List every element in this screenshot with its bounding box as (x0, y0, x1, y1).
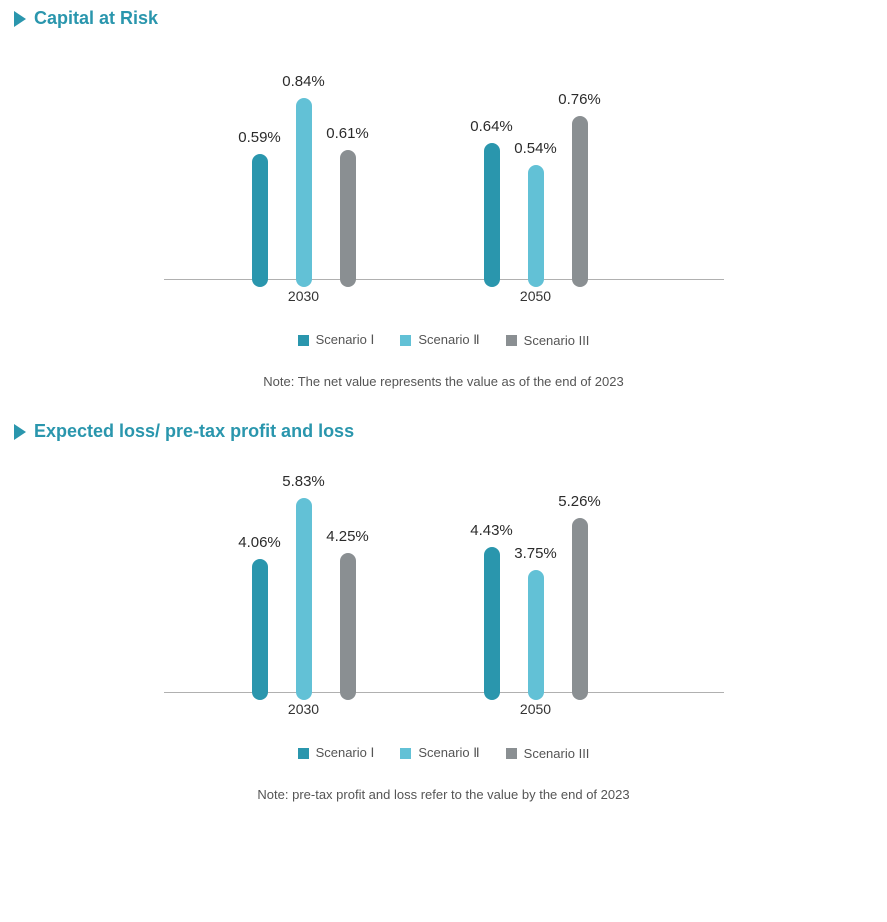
x-tick-label: 2050 (520, 701, 551, 717)
bar-group: 4.43%3.75%5.26% (484, 518, 588, 692)
bar: 4.06% (252, 559, 268, 700)
bar: 0.64% (484, 143, 500, 287)
legend-label: Scenario Ⅱ (418, 332, 479, 348)
legend-label: Scenario Ⅰ (316, 332, 375, 348)
x-axis-labels: 2030 2050 (164, 288, 724, 314)
bar: 0.54% (528, 165, 544, 287)
section-title: Capital at Risk (34, 8, 158, 29)
bar: 5.26% (572, 518, 588, 700)
bar-value-label: 0.64% (470, 118, 513, 135)
bar: 0.59% (252, 154, 268, 287)
section-title: Expected loss/ pre-tax profit and loss (34, 421, 354, 442)
bar-group: 4.06%5.83%4.25% (252, 498, 356, 692)
bar-value-label: 5.26% (558, 493, 601, 510)
bar-value-label: 0.76% (558, 91, 601, 108)
legend: Scenario Ⅰ Scenario Ⅱ Scenario III (164, 332, 724, 348)
section-expected-loss: Expected loss/ pre-tax profit and loss 4… (0, 413, 887, 802)
bar: 3.75% (528, 570, 544, 700)
bar: 0.61% (340, 150, 356, 287)
chart-note: Note: pre-tax profit and loss refer to t… (164, 787, 724, 802)
bar-value-label: 0.84% (282, 73, 325, 90)
x-tick-label: 2030 (288, 288, 319, 304)
bar-value-label: 4.06% (238, 534, 281, 551)
x-tick-label: 2030 (288, 701, 319, 717)
bar-value-label: 0.61% (326, 125, 369, 142)
legend-item: Scenario III (506, 745, 590, 761)
chart-note: Note: The net value represents the value… (164, 374, 724, 389)
bar-group: 0.59%0.84%0.61% (252, 98, 356, 279)
legend-swatch (298, 748, 309, 759)
bar-value-label: 4.25% (326, 528, 369, 545)
legend-item: Scenario Ⅱ (400, 745, 479, 761)
bar: 4.43% (484, 547, 500, 700)
section-header: Capital at Risk (0, 0, 887, 37)
chart-expected-loss: 4.06%5.83%4.25%4.43%3.75%5.26% 20302050 … (164, 468, 724, 802)
legend-item: Scenario Ⅰ (298, 332, 375, 348)
legend-swatch (506, 335, 517, 346)
bar-group: 0.64%0.54%0.76% (484, 116, 588, 279)
legend-label: Scenario III (524, 746, 590, 761)
triangle-icon (14, 424, 26, 440)
bar-value-label: 5.83% (282, 473, 325, 490)
legend-swatch (400, 748, 411, 759)
section-capital-at-risk: Capital at Risk 0.59%0.84%0.61%0.64%0.54… (0, 0, 887, 389)
triangle-icon (14, 11, 26, 27)
legend-label: Scenario Ⅰ (316, 745, 375, 761)
x-axis-labels: 2030 2050 (164, 701, 724, 727)
legend-item: Scenario III (506, 332, 590, 348)
bar: 0.76% (572, 116, 588, 287)
chart-capital-at-risk: 0.59%0.84%0.61%0.64%0.54%0.76% 20302050 … (164, 55, 724, 389)
legend-label: Scenario Ⅱ (418, 745, 479, 761)
bar-value-label: 4.43% (470, 522, 513, 539)
bar: 5.83% (296, 498, 312, 700)
legend: Scenario Ⅰ Scenario Ⅱ Scenario III (164, 745, 724, 761)
chart-plot: 4.06%5.83%4.25%4.43%3.75%5.26% (164, 468, 724, 693)
bar-value-label: 0.54% (514, 140, 557, 157)
bar: 4.25% (340, 553, 356, 700)
legend-item: Scenario Ⅰ (298, 745, 375, 761)
legend-label: Scenario III (524, 333, 590, 348)
bar-value-label: 3.75% (514, 545, 557, 562)
legend-swatch (506, 748, 517, 759)
x-tick-label: 2050 (520, 288, 551, 304)
bar-value-label: 0.59% (238, 129, 281, 146)
legend-swatch (298, 335, 309, 346)
chart-plot: 0.59%0.84%0.61%0.64%0.54%0.76% (164, 55, 724, 280)
section-header: Expected loss/ pre-tax profit and loss (0, 413, 887, 450)
bar: 0.84% (296, 98, 312, 287)
legend-item: Scenario Ⅱ (400, 332, 479, 348)
legend-swatch (400, 335, 411, 346)
